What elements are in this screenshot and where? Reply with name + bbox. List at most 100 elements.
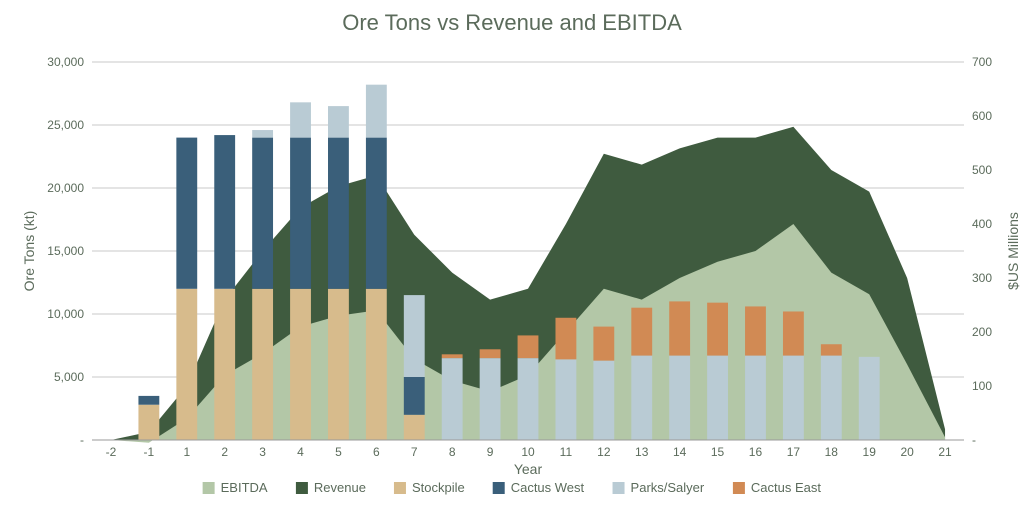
bar-cactus_east: [593, 327, 614, 361]
bar-cactus_west: [252, 138, 273, 289]
bar-parks_salyer: [593, 361, 614, 440]
bar-parks_salyer: [404, 295, 425, 377]
legend-swatch: [203, 482, 215, 494]
bar-parks_salyer: [555, 359, 576, 440]
yL-tick: 15,000: [47, 244, 84, 258]
legend-label: Revenue: [314, 480, 366, 495]
x-tick: 21: [938, 445, 952, 459]
x-tick: 9: [487, 445, 494, 459]
bar-stockpile: [214, 289, 235, 440]
legend-swatch: [733, 482, 745, 494]
yL-tick: -: [80, 433, 84, 447]
yR-tick: 400: [972, 217, 992, 231]
bar-cactus_east: [442, 354, 463, 358]
legend-item: Cactus East: [733, 480, 821, 495]
legend-swatch: [394, 482, 406, 494]
yR-tick: 700: [972, 55, 992, 69]
x-tick: 5: [335, 445, 342, 459]
x-tick: 15: [711, 445, 725, 459]
yL-tick: 20,000: [47, 181, 84, 195]
yR-tick: -: [972, 433, 976, 447]
bar-cactus_east: [518, 335, 539, 358]
bar-parks_salyer: [252, 130, 273, 138]
x-tick: 3: [259, 445, 266, 459]
bar-cactus_west: [138, 396, 159, 405]
x-tick: -1: [144, 445, 155, 459]
chart-ore-vs-revenue: Ore Tons vs Revenue and EBITDA - 5,000 10,0…: [0, 0, 1024, 512]
x-tick: 16: [749, 445, 763, 459]
yR-tick: 300: [972, 271, 992, 285]
x-tick: 19: [863, 445, 877, 459]
x-tick: 17: [787, 445, 801, 459]
bar-cactus_east: [669, 301, 690, 355]
legend-item: Stockpile: [394, 480, 465, 495]
x-tick: 18: [825, 445, 839, 459]
legend-label: Cactus East: [751, 480, 821, 495]
x-tick: 6: [373, 445, 380, 459]
x-tick: 13: [635, 445, 649, 459]
bar-parks_salyer: [631, 356, 652, 440]
legend-item: Parks/Salyer: [613, 480, 705, 495]
yL-tick: 30,000: [47, 55, 84, 69]
bar-cactus_west: [328, 138, 349, 289]
legend-item: Revenue: [296, 480, 366, 495]
x-tick: 20: [900, 445, 914, 459]
bar-cactus_west: [176, 138, 197, 289]
bar-parks_salyer: [707, 356, 728, 440]
bar-stockpile: [252, 289, 273, 440]
x-tick: 4: [297, 445, 304, 459]
legend-swatch: [296, 482, 308, 494]
x-tick: 8: [449, 445, 456, 459]
bar-cactus_west: [404, 377, 425, 415]
bar-stockpile: [138, 405, 159, 440]
x-tick: -2: [106, 445, 117, 459]
yL-tick: 10,000: [47, 307, 84, 321]
bar-cactus_west: [366, 138, 387, 289]
bar-parks_salyer: [366, 85, 387, 138]
yR-tick: 100: [972, 379, 992, 393]
bar-parks_salyer: [783, 356, 804, 440]
legend: EBITDA Revenue Stockpile Cactus West Parks/S…: [203, 480, 822, 495]
yL-tick: 5,000: [54, 370, 84, 384]
bar-stockpile: [290, 289, 311, 440]
bar-cactus_west: [290, 138, 311, 289]
yR-tick: 500: [972, 163, 992, 177]
bar-parks_salyer: [328, 106, 349, 138]
x-tick: 7: [411, 445, 418, 459]
legend-swatch: [613, 482, 625, 494]
bar-cactus_east: [631, 308, 652, 356]
bar-parks_salyer: [859, 357, 880, 440]
bar-parks_salyer: [290, 102, 311, 137]
yR-axis-label: $US Millions: [1005, 212, 1021, 290]
legend-label: Parks/Salyer: [631, 480, 705, 495]
bar-stockpile: [366, 289, 387, 440]
yL-axis-label: Ore Tons (kt): [21, 211, 37, 292]
x-tick: 12: [597, 445, 611, 459]
bar-parks_salyer: [480, 358, 501, 440]
legend-label: Cactus West: [511, 480, 585, 495]
bar-cactus_east: [707, 303, 728, 356]
chart-title: Ore Tons vs Revenue and EBITDA: [342, 10, 682, 35]
legend-label: EBITDA: [221, 480, 268, 495]
bar-parks_salyer: [442, 358, 463, 440]
bar-cactus_east: [783, 311, 804, 355]
legend-label: Stockpile: [412, 480, 465, 495]
bar-cactus_west: [214, 135, 235, 289]
bar-parks_salyer: [745, 356, 766, 440]
bar-stockpile: [404, 415, 425, 440]
legend-item: EBITDA: [203, 480, 268, 495]
bar-cactus_east: [745, 306, 766, 355]
x-tick: 11: [560, 445, 573, 459]
bar-cactus_east: [555, 318, 576, 360]
bar-parks_salyer: [669, 356, 690, 440]
x-axis-label: Year: [514, 461, 543, 477]
x-tick: 2: [221, 445, 228, 459]
bar-parks_salyer: [821, 356, 842, 440]
yR-tick: 200: [972, 325, 992, 339]
yR-tick: 600: [972, 109, 992, 123]
bar-stockpile: [176, 289, 197, 440]
bar-cactus_east: [821, 344, 842, 355]
bar-stockpile: [328, 289, 349, 440]
legend-swatch: [493, 482, 505, 494]
yL-tick: 25,000: [47, 118, 84, 132]
